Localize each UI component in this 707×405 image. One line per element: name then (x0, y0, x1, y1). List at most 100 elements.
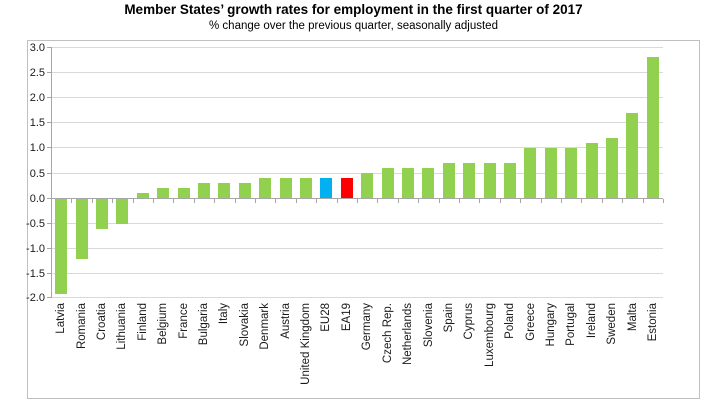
x-axis-tick (418, 199, 419, 203)
x-axis-tick (235, 199, 236, 203)
bar-cyprus (463, 163, 475, 198)
y-axis-tick (47, 72, 51, 73)
y-axis-label: 2.5 (29, 67, 45, 79)
x-axis-label-cell: Spain (439, 303, 459, 396)
x-axis-label-cell: Czech Rep. (378, 303, 398, 396)
x-axis-label-cell: Luxembourg (480, 303, 500, 396)
x-axis-label-cell: Germany (357, 303, 377, 396)
y-axis-label: 0.0 (29, 193, 45, 205)
x-axis-label: EU28 (320, 303, 333, 332)
x-axis-label: France (177, 303, 190, 339)
y-axis-tick (47, 97, 51, 98)
x-axis-tick (581, 199, 582, 203)
gridline (51, 223, 663, 224)
bar-greece (524, 148, 536, 198)
x-axis-tick (643, 199, 644, 203)
x-axis-label: Malta (626, 303, 639, 332)
x-axis-label: Finland (136, 303, 149, 341)
x-axis-tick (479, 199, 480, 203)
x-axis-tick (337, 199, 338, 203)
x-axis-label-cell: Estonia (643, 303, 663, 396)
gridline (51, 173, 663, 174)
x-axis-tick (316, 199, 317, 203)
y-axis-tick (47, 248, 51, 249)
x-axis-label: Czech Rep. (381, 303, 394, 364)
y-axis-label: 1.5 (29, 117, 45, 129)
x-axis-tick (112, 199, 113, 203)
gridline (51, 97, 663, 98)
bar-estonia (647, 57, 659, 198)
gridline (51, 72, 663, 73)
x-axis-tick (214, 199, 215, 203)
x-axis-label: Luxembourg (483, 303, 496, 367)
bar-czech-rep (382, 168, 394, 198)
x-axis-tick (51, 199, 52, 203)
bar-germany (361, 173, 373, 198)
x-axis-tick (194, 199, 195, 203)
y-axis-label: 2.0 (29, 92, 45, 104)
bar-luxembourg (484, 163, 496, 198)
y-axis-label: 3.0 (29, 42, 45, 54)
x-axis-label-cell: United Kingdom (296, 303, 316, 396)
x-axis-label: EA19 (340, 303, 353, 332)
y-axis-label: -1.0 (26, 243, 45, 255)
x-axis-label-cell: Slovakia (235, 303, 255, 396)
x-axis-tick (133, 199, 134, 203)
x-axis-label: United Kingdom (300, 303, 313, 385)
x-axis-label-cell: Italy (214, 303, 234, 396)
x-axis-tick (377, 199, 378, 203)
x-axis-label-cell: Latvia (51, 303, 71, 396)
bar-hungary (545, 148, 557, 198)
x-axis-label: Germany (361, 303, 374, 351)
x-axis-label: Estonia (646, 303, 659, 342)
bar-bulgaria (198, 183, 210, 198)
x-axis-label-cell: Croatia (92, 303, 112, 396)
x-axis-label-cell: Austria (275, 303, 295, 396)
x-axis-label: Poland (504, 303, 517, 339)
gridline (51, 47, 663, 48)
x-axis-label-cell: Portugal (561, 303, 581, 396)
gridline (51, 297, 663, 298)
bar-croatia (96, 199, 108, 229)
bar-ea19 (341, 178, 353, 198)
y-axis-label: -0.5 (26, 218, 45, 230)
y-axis-tick (47, 297, 51, 298)
x-axis-tick (357, 199, 358, 203)
gridline (51, 248, 663, 249)
x-axis-tick (439, 199, 440, 203)
x-axis-label-cell: EU28 (316, 303, 336, 396)
x-axis-label: Latvia (55, 303, 68, 334)
y-axis-tick (47, 223, 51, 224)
x-axis-label: Slovenia (422, 303, 435, 348)
x-axis-tick (561, 199, 562, 203)
y-axis-label: -2.0 (26, 292, 45, 304)
x-axis-label-cell: Sweden (602, 303, 622, 396)
chart-title: Member States’ growth rates for employme… (124, 2, 583, 17)
x-axis-label-cell: Slovenia (418, 303, 438, 396)
x-axis-line (51, 198, 663, 199)
y-axis-tick (47, 273, 51, 274)
y-axis-label: 0.5 (29, 168, 45, 180)
bar-united-kingdom (300, 178, 312, 198)
x-axis-tick (602, 199, 603, 203)
x-axis-label: Belgium (157, 303, 170, 345)
bar-latvia (55, 199, 67, 294)
x-axis-tick (663, 199, 664, 203)
x-axis-label-cell: Poland (500, 303, 520, 396)
gridline (51, 122, 663, 123)
bar-spain (443, 163, 455, 198)
x-axis-tick (173, 199, 174, 203)
y-axis-tick (47, 198, 51, 199)
bar-malta (626, 113, 638, 198)
x-axis-label: Sweden (606, 303, 619, 345)
gridline (51, 147, 663, 148)
bar-france (178, 188, 190, 198)
x-axis-label-cell: EA19 (337, 303, 357, 396)
y-axis-tick (47, 47, 51, 48)
bar-lithuania (116, 199, 128, 224)
bar-italy (218, 183, 230, 198)
y-axis-tick (47, 147, 51, 148)
bar-belgium (157, 188, 169, 198)
x-axis-tick (255, 199, 256, 203)
